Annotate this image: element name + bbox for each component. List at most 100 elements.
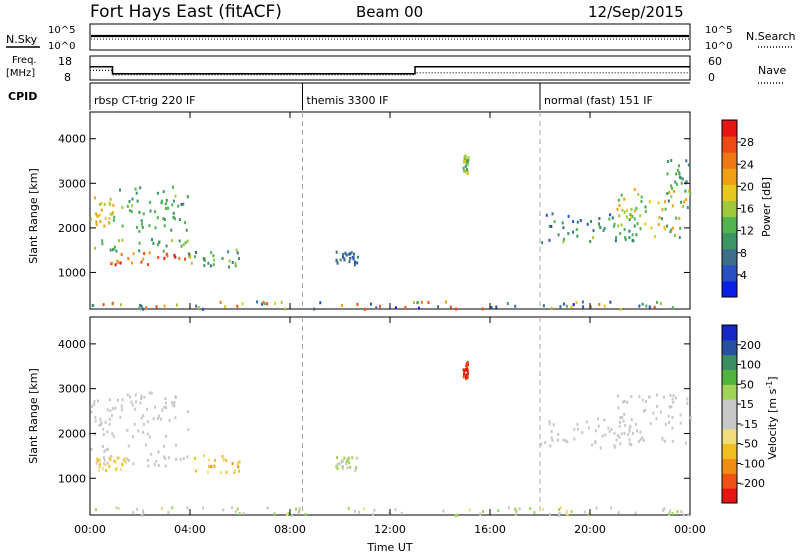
scatter-point [194, 255, 196, 259]
scatter-point [613, 222, 616, 226]
scatter-point [97, 214, 100, 218]
scatter-point [611, 216, 614, 220]
scatter-point [659, 410, 662, 414]
scatter-point [110, 454, 113, 458]
scatter-point [630, 395, 633, 399]
scatter-point [175, 457, 178, 461]
scatter-point [126, 428, 129, 432]
scatter-point [609, 213, 612, 217]
scatter-point [618, 435, 621, 439]
y-tick-label: 3000 [58, 177, 86, 190]
scatter-point [576, 234, 579, 238]
scatter-point [132, 252, 135, 256]
scatter-point [95, 212, 98, 216]
velocity-scatter [90, 360, 692, 518]
scatter-point [515, 509, 518, 513]
colorbar-tick-label: 20 [740, 180, 754, 193]
scatter-point [172, 215, 175, 219]
scatter-point [639, 430, 642, 434]
scatter-point [669, 393, 672, 397]
scatter-point [623, 412, 626, 416]
scatter-point [551, 212, 554, 216]
scatter-point [351, 255, 354, 259]
scatter-point [133, 422, 136, 426]
station-title: Fort Hays East (fitACF) [90, 2, 282, 22]
x-tick-label: 00:00 [74, 523, 106, 536]
scatter-point [153, 463, 156, 467]
scatter-point [628, 442, 631, 446]
scatter-point [621, 208, 624, 212]
scatter-point [378, 304, 381, 308]
scatter-point [136, 199, 139, 203]
scatter-point [102, 433, 105, 436]
scatter-point [140, 397, 143, 401]
scatter-point [238, 512, 241, 515]
scatter-point [644, 400, 647, 404]
scatter-point [147, 263, 150, 267]
scatter-point [123, 458, 126, 462]
scatter-point [598, 303, 601, 306]
scatter-point [173, 217, 176, 221]
scatter-point [168, 419, 171, 422]
scatter-point [108, 216, 111, 220]
colorbar-tick-label: 50 [740, 378, 754, 391]
scatter-point [572, 220, 575, 224]
scatter-point [686, 206, 689, 210]
scatter-point [661, 436, 664, 440]
scatter-point [106, 461, 109, 465]
scatter-point [586, 222, 589, 226]
scatter-point [182, 202, 185, 206]
scatter-point [103, 458, 106, 462]
scatter-point [298, 507, 301, 510]
scatter-point [652, 411, 655, 415]
scatter-point [138, 241, 141, 245]
scatter-point [139, 303, 142, 307]
scatter-point [552, 423, 555, 427]
scatter-point [137, 429, 140, 433]
scatter-point [117, 506, 120, 510]
scatter-point [679, 421, 682, 425]
scatter-point [639, 227, 642, 231]
scatter-point [666, 172, 669, 176]
scatter-point [231, 462, 234, 466]
scatter-point [161, 199, 163, 203]
colorbar-swatch [722, 458, 737, 474]
scatter-point [117, 261, 120, 265]
freq-tick-top: 18 [58, 55, 72, 68]
scatter-point [550, 430, 553, 433]
scatter-point [182, 243, 185, 247]
scatter-point [617, 406, 620, 410]
scatter-point [420, 300, 423, 304]
scatter-point [341, 466, 344, 470]
scatter-point [671, 186, 673, 190]
scatter-point [675, 216, 678, 220]
scatter-point [542, 507, 545, 511]
scatter-point [638, 395, 641, 399]
velocity-mode-boundaries [302, 317, 541, 515]
scatter-point [145, 306, 148, 310]
scatter-point [621, 400, 624, 404]
scatter-point [119, 467, 122, 471]
scatter-point [465, 161, 468, 165]
scatter-point [142, 212, 145, 216]
scatter-point [142, 511, 145, 515]
scatter-point [210, 251, 213, 255]
colorbar-swatch [722, 280, 737, 298]
colorbar-swatch [722, 369, 737, 385]
scatter-point [617, 198, 620, 202]
scatter-point [91, 405, 93, 409]
x-tick-label: 08:00 [274, 523, 306, 536]
cpid-segment-label: normal (fast) 151 IF [544, 94, 653, 107]
scatter-point [668, 512, 671, 516]
colorbar-tick-label: -15 [740, 418, 758, 431]
scatter-point [90, 410, 93, 414]
scatter-point [170, 228, 173, 232]
scatter-point [109, 202, 111, 206]
scatter-point [180, 202, 183, 206]
scatter-point [131, 197, 134, 201]
scatter-point [172, 403, 175, 407]
scatter-point [104, 463, 107, 467]
scatter-point [597, 424, 600, 428]
power-scatter [90, 154, 692, 311]
scatter-point [221, 454, 224, 458]
